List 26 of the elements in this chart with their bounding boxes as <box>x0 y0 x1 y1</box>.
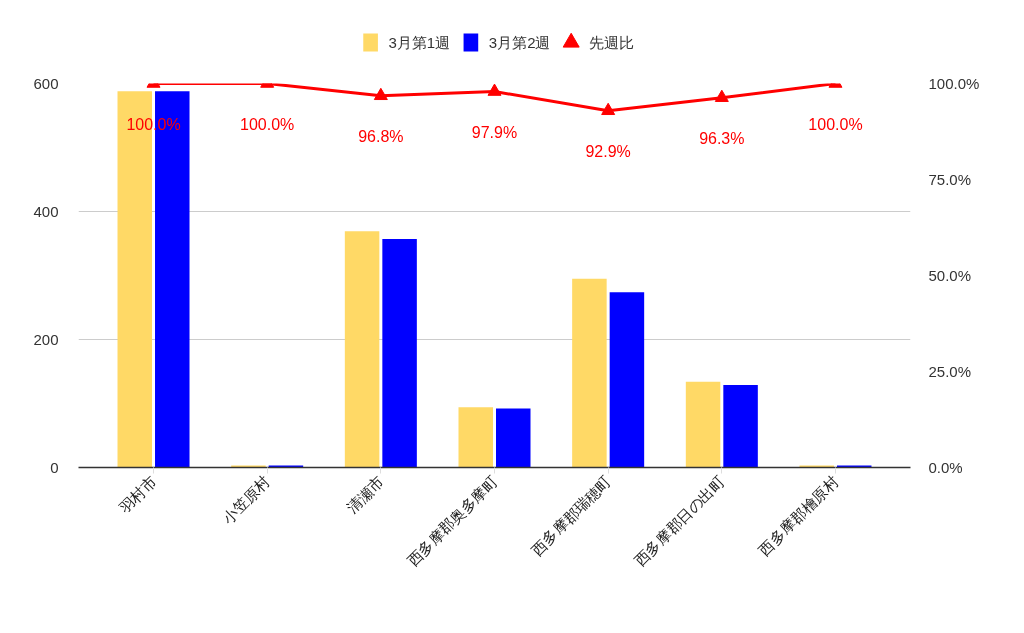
data-label: 100.0% <box>808 116 863 133</box>
legend-label: 3月第1週 <box>388 34 451 51</box>
x-tick-label: 羽村市 <box>114 472 160 518</box>
x-tick-label: 西多摩郡檜原村 <box>755 472 842 559</box>
x-tick-label: 西多摩郡日の出町 <box>630 472 728 570</box>
data-label: 100.0% <box>126 116 181 133</box>
y-tick-label: 400 <box>33 202 59 220</box>
data-label: 96.8% <box>358 128 404 146</box>
data-label: 97.9% <box>471 124 518 142</box>
y2-tick-label: 75.0% <box>928 171 972 188</box>
y-tick-label: 600 <box>33 74 59 92</box>
data-label: 96.3% <box>699 130 745 148</box>
x-tick-label: 清瀬市 <box>343 472 387 517</box>
legend-label: 3月第2週 <box>488 34 551 51</box>
data-label: 100.0% <box>240 116 295 133</box>
y2-tick-label: 0.0% <box>928 459 963 476</box>
x-tick-label: 西多摩郡瑞穂町 <box>527 472 615 559</box>
data-label: 92.9% <box>585 143 631 161</box>
y2-tick-label: 100.0% <box>928 75 980 92</box>
y2-tick-label: 50.0% <box>928 267 972 284</box>
y-tick-label: 200 <box>33 330 59 348</box>
y-tick-label: 0 <box>50 458 59 476</box>
legend-label: 先週比 <box>589 34 635 51</box>
x-tick-label: 小笠原村 <box>218 472 274 527</box>
x-tick-label: 西多摩郡奥多摩町 <box>403 472 501 570</box>
y2-tick-label: 25.0% <box>928 363 972 380</box>
